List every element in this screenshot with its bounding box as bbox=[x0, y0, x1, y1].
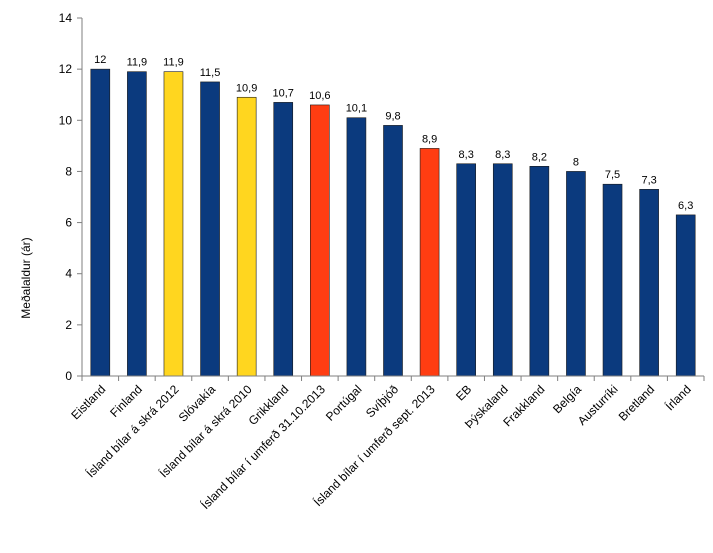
bar bbox=[310, 104, 330, 377]
data-label: 6,3 bbox=[678, 200, 693, 212]
x-tick-label: Belgía bbox=[550, 382, 584, 416]
bar bbox=[200, 81, 220, 377]
bar bbox=[492, 163, 513, 377]
y-tick-label: 0 bbox=[65, 369, 72, 383]
data-label: 8,3 bbox=[495, 149, 510, 161]
data-label: 8,9 bbox=[422, 133, 437, 145]
y-tick-label: 8 bbox=[65, 164, 72, 178]
data-label: 11,9 bbox=[127, 57, 148, 69]
x-tick-label: Eistland bbox=[68, 382, 108, 422]
bar bbox=[419, 148, 440, 377]
bar bbox=[273, 102, 294, 377]
data-label: 10,7 bbox=[273, 87, 294, 99]
x-tick-label: Írland bbox=[662, 382, 694, 414]
x-tick-label: Austurríki bbox=[575, 382, 621, 428]
bar bbox=[456, 163, 476, 377]
y-tick-label: 4 bbox=[65, 267, 72, 281]
x-tick-label: EB bbox=[453, 382, 474, 403]
y-axis-ticks: 0 2 4 6 8 10 12 14 bbox=[59, 11, 82, 383]
bar bbox=[90, 68, 111, 377]
bar bbox=[236, 96, 257, 377]
data-label: 10,9 bbox=[236, 82, 257, 94]
y-tick-label: 12 bbox=[59, 62, 73, 76]
bar bbox=[163, 71, 184, 377]
bar bbox=[566, 171, 586, 377]
y-tick-label: 6 bbox=[65, 216, 72, 230]
bar bbox=[346, 117, 367, 377]
data-label: 8,2 bbox=[532, 151, 547, 163]
data-label: 10,1 bbox=[346, 103, 367, 115]
bar bbox=[675, 214, 696, 377]
y-tick-label: 14 bbox=[59, 11, 73, 25]
bar bbox=[127, 71, 147, 377]
data-label: 8 bbox=[573, 156, 579, 168]
y-axis-title: Meðalaldur (ár) bbox=[19, 237, 33, 318]
bar bbox=[602, 183, 623, 377]
data-label: 10,6 bbox=[309, 90, 330, 102]
bar bbox=[529, 166, 550, 377]
data-label: 7,5 bbox=[605, 169, 620, 181]
y-tick-label: 2 bbox=[65, 318, 72, 332]
data-label: 12 bbox=[94, 54, 106, 66]
data-labels: 12 11,9 11,9 11,5 10,9 10,7 10,6 10,1 9,8 8,9 8,3 8… bbox=[94, 54, 693, 212]
x-tick-label: Portúgal bbox=[323, 382, 365, 424]
data-label: 11,5 bbox=[200, 67, 221, 79]
bar bbox=[639, 189, 659, 377]
y-axis-title-group: Meðalaldur (ár) bbox=[19, 237, 33, 318]
data-label: 9,8 bbox=[385, 110, 400, 122]
data-label: 7,3 bbox=[641, 174, 656, 186]
axes bbox=[81, 18, 705, 381]
data-label: 8,3 bbox=[459, 149, 474, 161]
y-tick-label: 10 bbox=[59, 113, 73, 127]
x-tick-label: Bretland bbox=[616, 382, 658, 424]
data-label: 11,9 bbox=[163, 57, 184, 69]
bar bbox=[383, 125, 403, 377]
